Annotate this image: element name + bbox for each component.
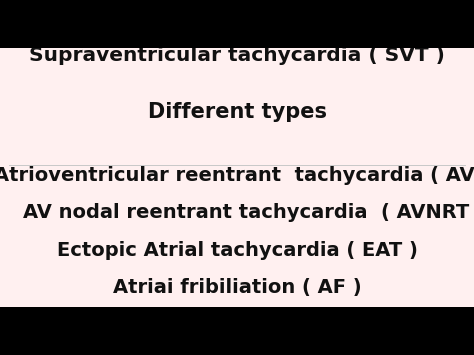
Text: Atrioventricular reentrant  tachycardia ( AVRT ): Atrioventricular reentrant tachycardia (… xyxy=(0,166,474,185)
Text: Different types: Different types xyxy=(147,102,327,122)
Text: AV nodal reentrant tachycardia  ( AVNRT ): AV nodal reentrant tachycardia ( AVNRT ) xyxy=(23,203,474,223)
FancyBboxPatch shape xyxy=(0,48,474,307)
Text: Atriai fribiliation ( AF ): Atriai fribiliation ( AF ) xyxy=(113,278,361,297)
FancyBboxPatch shape xyxy=(0,307,474,355)
Text: Supraventricular tachycardia ( SVT ): Supraventricular tachycardia ( SVT ) xyxy=(29,45,445,65)
Text: Ectopic Atrial tachycardia ( EAT ): Ectopic Atrial tachycardia ( EAT ) xyxy=(56,241,418,260)
FancyBboxPatch shape xyxy=(0,0,474,48)
